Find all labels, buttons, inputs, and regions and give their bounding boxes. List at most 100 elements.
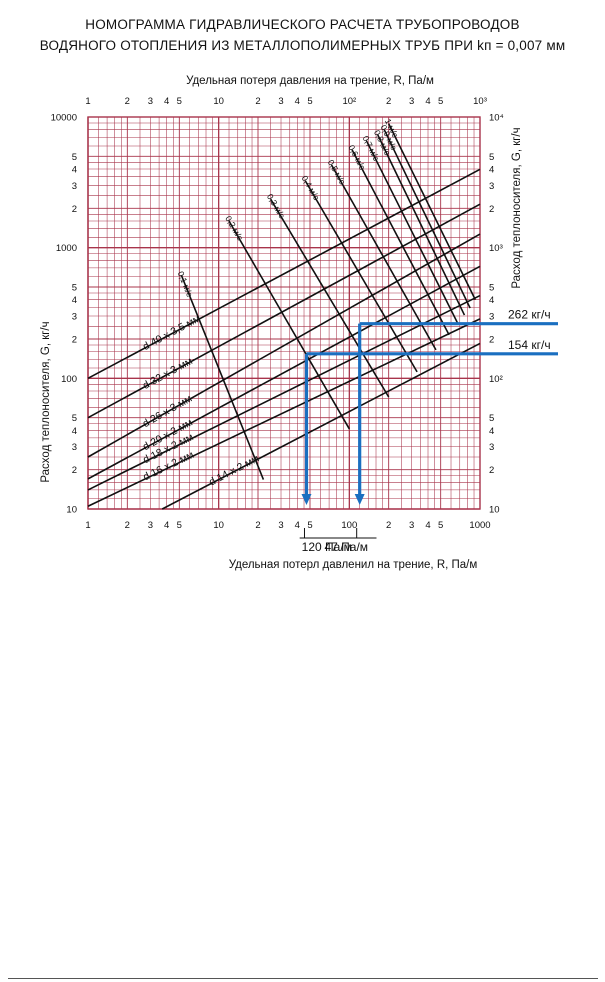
pipe-line-0: [87, 168, 481, 380]
example-arrow-0: [354, 494, 365, 505]
x-tick-bottom-6: 2: [255, 520, 260, 531]
x-tick-top-6: 2: [255, 96, 260, 107]
x-tick-bottom-13: 4: [425, 520, 430, 531]
x-tick-bottom-12: 3: [409, 520, 414, 531]
y-tick-right-2: 3: [489, 442, 494, 453]
velocity-line-9: [387, 123, 476, 301]
y-tick-right-3: 4: [489, 426, 494, 437]
x-tick-top-15: 10³: [473, 96, 487, 107]
velocity-line-0: [180, 275, 265, 480]
y-tick-right-15: 10⁴: [489, 113, 504, 124]
velocity-line-1: [228, 220, 351, 430]
x-tick-bottom-11: 2: [386, 520, 391, 531]
x-axis-top-label: Удельная потеря давления на трение, R, П…: [186, 75, 434, 87]
x-tick-top-14: 5: [438, 96, 443, 107]
x-tick-top-4: 5: [177, 96, 182, 107]
example-r-bracket-1: [303, 528, 377, 539]
y-tick-left-12: 3: [72, 181, 77, 192]
chart-title-line-2: ВОДЯНОГО ОТОПЛЕНИЯ ИЗ МЕТАЛЛОПОЛИМЕРНЫХ …: [39, 38, 566, 53]
velocity-label-0: 0,1 м/с: [176, 270, 195, 299]
y-tick-right-10: 10³: [489, 243, 503, 254]
x-tick-top-7: 3: [278, 96, 283, 107]
velocity-line-7: [377, 134, 466, 316]
pipe-line-3: [87, 265, 481, 480]
x-tick-top-1: 2: [125, 96, 130, 107]
y-tick-left-13: 4: [72, 164, 77, 175]
x-tick-top-9: 5: [307, 96, 312, 107]
velocity-line-4: [330, 164, 437, 351]
velocity-label-2: 0,3 м/с: [265, 192, 288, 221]
example-r-label-0: 120 Па/м: [302, 540, 352, 554]
velocity-line-3: [304, 180, 418, 373]
y-axis-left-label: Расход теплоносителя, G, кг/ч: [40, 321, 52, 482]
chart-title-line-1: НОМОГРАММА ГИДРАВЛИЧЕСКОГО РАСЧЕТА ТРУБО…: [85, 17, 520, 32]
x-tick-bottom-1: 2: [125, 520, 130, 531]
pipe-line-4: [87, 294, 481, 491]
x-tick-bottom-7: 3: [278, 520, 283, 531]
example-lines: 262 кг/ч 154 кг/ч 120 Па/м47 Па/м: [299, 308, 558, 554]
x-tick-top-12: 3: [409, 96, 414, 107]
pipe-line-6: [161, 342, 481, 510]
y-tick-right-5: 10²: [489, 374, 503, 385]
y-tick-left-15: 10000: [51, 113, 77, 124]
y-tick-left-8: 4: [72, 295, 77, 306]
x-tick-top-13: 4: [425, 96, 430, 107]
x-tick-bottom-4: 5: [177, 520, 182, 531]
velocity-line-8: [383, 129, 471, 309]
y-axis-right-label: Расход теплоносителя, G, кг/ч: [511, 127, 523, 288]
y-tick-right-0: 10: [489, 505, 500, 516]
y-tick-right-14: 5: [489, 152, 494, 163]
pipe-line-5: [87, 318, 481, 507]
y-tick-left-2: 3: [72, 442, 77, 453]
pipe-line-2: [87, 233, 481, 458]
y-tick-left-14: 5: [72, 152, 77, 163]
x-tick-bottom-8: 4: [295, 520, 300, 531]
y-tick-right-12: 3: [489, 181, 494, 192]
velocity-label-3: 0,4 м/с: [300, 174, 322, 203]
pipe-label-6: d 14 x 2 мм: [207, 453, 261, 489]
grid: [87, 116, 481, 510]
x-tick-bottom-14: 5: [438, 520, 443, 531]
y-tick-left-6: 2: [72, 334, 77, 345]
x-tick-top-8: 4: [295, 96, 300, 107]
pipe-label-1: d 32 x 3 мм: [141, 355, 195, 392]
y-tick-right-11: 2: [489, 204, 494, 215]
x-tick-bottom-5: 10: [213, 520, 224, 531]
example-r-label-1: 47 Па/м: [324, 540, 368, 554]
y-tick-right-4: 5: [489, 413, 494, 424]
page-bottom-rule: [8, 978, 598, 979]
example-flow-label-1: 154 кг/ч: [508, 338, 551, 352]
pipe-line-1: [87, 203, 481, 419]
plot-frame: [87, 116, 481, 510]
x-tick-top-5: 10: [213, 96, 224, 107]
x-tick-top-0: 1: [85, 96, 90, 107]
y-tick-left-1: 2: [72, 465, 77, 476]
y-tick-right-1: 2: [489, 465, 494, 476]
y-tick-left-11: 2: [72, 204, 77, 215]
y-tick-left-7: 3: [72, 311, 77, 322]
x-tick-top-10: 10²: [342, 96, 356, 107]
x-tick-bottom-3: 4: [164, 520, 169, 531]
x-tick-top-11: 2: [386, 96, 391, 107]
y-tick-right-7: 3: [489, 311, 494, 322]
velocity-line-6: [365, 140, 459, 325]
y-tick-right-13: 4: [489, 164, 494, 175]
y-tick-left-0: 10: [66, 505, 77, 516]
x-tick-bottom-2: 3: [148, 520, 153, 531]
x-tick-top-2: 3: [148, 96, 153, 107]
x-tick-bottom-10: 100: [341, 520, 357, 531]
y-tick-left-5: 100: [61, 374, 77, 385]
y-tick-left-3: 4: [72, 426, 77, 437]
x-axis-bottom-label: Удельная потерл давленил на трение, R, П…: [229, 559, 478, 571]
x-tick-top-3: 4: [164, 96, 169, 107]
velocity-line-2: [269, 198, 390, 398]
example-arrow-1: [301, 494, 312, 505]
x-tick-bottom-0: 1: [85, 520, 90, 531]
y-tick-right-6: 2: [489, 334, 494, 345]
y-tick-right-8: 4: [489, 295, 494, 306]
velocity-line-5: [351, 149, 450, 336]
velocity-lines: 0,1 м/с0,2 м/с0,3 м/с0,4 м/с0,5 м/с0,6 м…: [176, 117, 476, 480]
y-tick-left-10: 1000: [56, 243, 77, 254]
